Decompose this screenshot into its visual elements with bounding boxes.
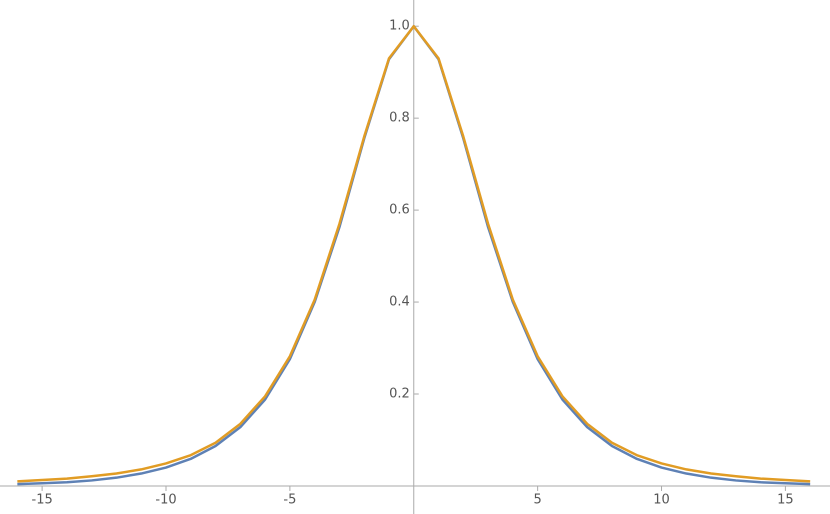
y-tick-label: 0.6 <box>389 203 410 218</box>
x-tick-label: 10 <box>653 492 670 507</box>
y-tick-label: 0.2 <box>389 387 410 402</box>
y-tick-label: 1.0 <box>389 19 410 34</box>
x-tick-label: 15 <box>777 492 794 507</box>
y-tick-label: 0.4 <box>389 295 410 310</box>
y-tick-label: 0.8 <box>389 111 410 126</box>
x-tick-label: -5 <box>283 492 296 507</box>
x-tick-label: -10 <box>155 492 176 507</box>
x-tick-label: 5 <box>534 492 542 507</box>
x-tick-label: -15 <box>32 492 53 507</box>
curve <box>17 24 811 483</box>
